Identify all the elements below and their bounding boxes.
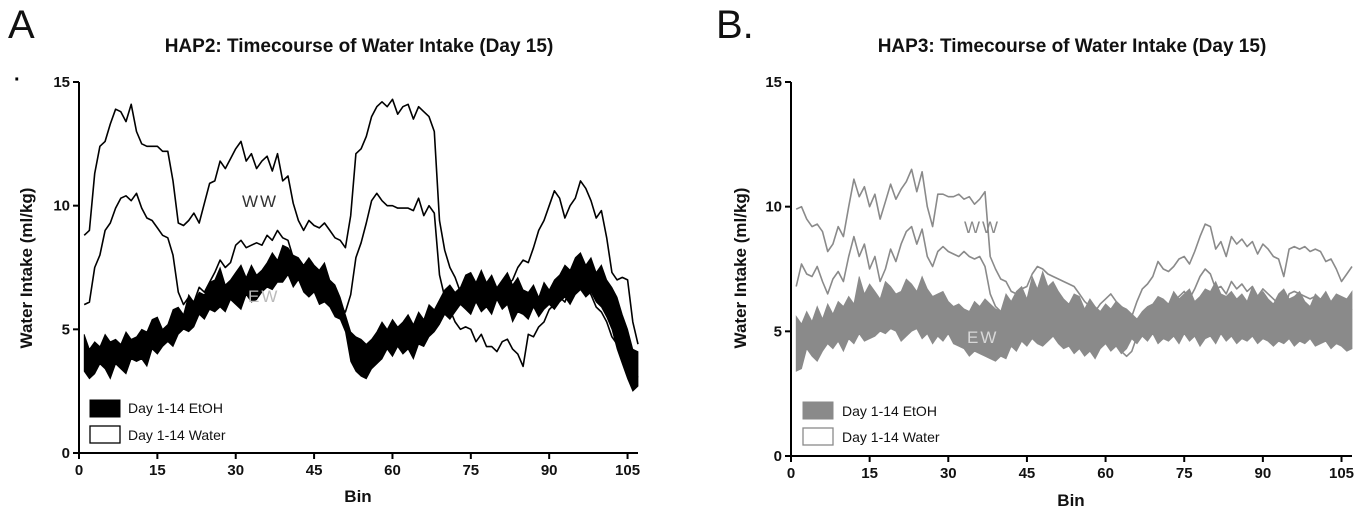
y-tick-label-a: 0: [62, 445, 70, 462]
series-line-water-upper-b: [795, 168, 1353, 318]
band-label-ww-a: WW: [242, 192, 278, 211]
x-tick-label-a: 90: [541, 462, 558, 479]
x-tick-label-a: 75: [462, 462, 479, 479]
band-label-ww-b: WW: [964, 218, 1000, 237]
x-tick-label-b: 45: [1019, 465, 1036, 482]
y-tick-label-b: 5: [774, 323, 782, 340]
x-tick-label-a: 15: [149, 462, 166, 479]
legend-label-etoh-b: Day 1-14 EtOH: [842, 403, 937, 419]
chart-panel-b: WW EW 0 5 10 15 0 15 30 45 60 75 90 105: [765, 74, 1354, 482]
panel-letter-a: A: [8, 3, 35, 47]
series-line-water-upper-a: [83, 98, 639, 345]
stray-dot: ·: [14, 69, 21, 91]
y-tick-label-a: 10: [53, 198, 70, 215]
x-tick-label-b: 60: [1097, 465, 1114, 482]
panel-letter-b: B.: [716, 3, 754, 47]
x-tick-label-a: 60: [384, 462, 401, 479]
x-tick-label-b: 30: [940, 465, 957, 482]
x-axis-title-a: Bin: [344, 487, 371, 506]
y-tick-label-b: 0: [774, 448, 782, 465]
x-tick-label-b: 0: [787, 465, 795, 482]
series-band-etoh-a: [83, 244, 639, 392]
x-tick-label-b: 90: [1255, 465, 1272, 482]
y-tick-label-a: 15: [53, 74, 70, 91]
x-tick-label-b: 105: [1329, 465, 1354, 482]
x-tick-label-a: 45: [306, 462, 323, 479]
x-tick-label-a: 0: [75, 462, 83, 479]
band-label-ew-b: EW: [967, 328, 998, 347]
legend-swatch-water-b: [802, 427, 834, 446]
x-tick-label-a: 105: [615, 462, 640, 479]
chart-title-a: HAP2: Timecourse of Water Intake (Day 15…: [165, 36, 554, 57]
chart-panel-a: WW EW 0 5 10 15 0 15 30 45 60 75 90 105: [53, 74, 640, 479]
y-tick-label-b: 15: [765, 74, 782, 91]
legend-label-water-b: Day 1-14 Water: [842, 429, 940, 445]
legend-label-water-a: Day 1-14 Water: [128, 427, 226, 443]
legend-label-etoh-a: Day 1-14 EtOH: [128, 400, 223, 416]
legend-swatch-etoh-a: [89, 399, 121, 418]
y-axis-title-a: Water Intake (ml/kg): [17, 188, 36, 349]
x-tick-label-a: 30: [227, 462, 244, 479]
legend-swatch-etoh-b: [802, 401, 834, 420]
series-band-etoh-b: [795, 270, 1353, 372]
x-axis-title-b: Bin: [1057, 491, 1084, 510]
y-tick-label-a: 5: [62, 321, 70, 338]
legend-swatch-water-a: [89, 425, 121, 444]
x-tick-label-b: 75: [1176, 465, 1193, 482]
band-label-ew-a: EW: [248, 287, 279, 306]
x-tick-label-b: 15: [861, 465, 878, 482]
y-tick-label-b: 10: [765, 199, 782, 216]
y-axis-title-b: Water Intake (ml/kg): [731, 188, 750, 349]
series-line-water-lower-a: [83, 192, 639, 385]
chart-title-b: HAP3: Timecourse of Water Intake (Day 15…: [878, 36, 1267, 57]
